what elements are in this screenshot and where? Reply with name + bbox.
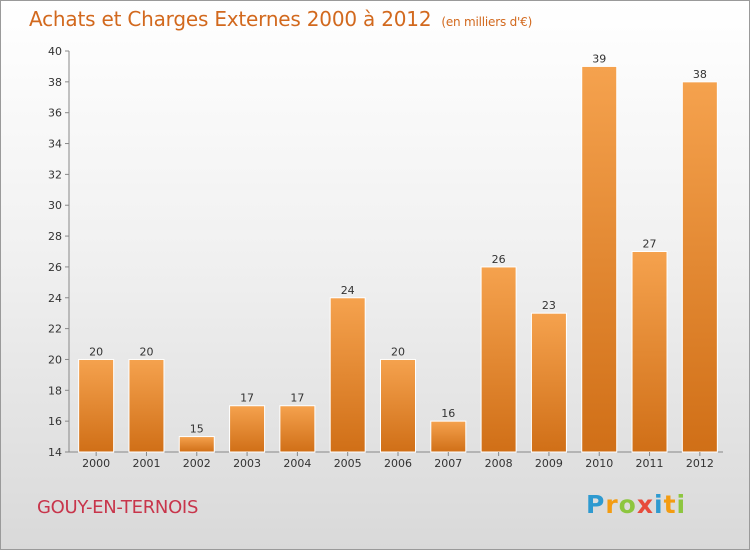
bar <box>128 358 165 453</box>
bar <box>581 65 618 453</box>
x-tick-label: 2011 <box>636 457 664 470</box>
bar-value-label: 15 <box>190 423 204 436</box>
bar-value-label: 24 <box>341 284 355 297</box>
bar <box>530 312 567 453</box>
bar <box>681 81 718 453</box>
y-tick-label: 26 <box>48 261 62 274</box>
bar-value-label: 20 <box>139 345 153 358</box>
y-tick-label: 30 <box>48 199 62 212</box>
bar-value-label: 16 <box>441 407 455 420</box>
bar-value-label: 26 <box>492 253 506 266</box>
y-tick-label: 34 <box>48 138 62 151</box>
x-tick-label: 2005 <box>334 457 362 470</box>
logo-letter: o <box>618 490 637 519</box>
bar <box>78 358 115 453</box>
bar <box>631 251 668 453</box>
y-tick-label: 16 <box>48 415 62 428</box>
y-tick-label: 40 <box>48 45 62 58</box>
x-tick-label: 2008 <box>485 457 513 470</box>
bar-value-label: 17 <box>290 392 304 405</box>
logo-letter: r <box>605 490 619 519</box>
proxiti-logo: Proxiti <box>586 490 686 519</box>
logo-letter: t <box>663 490 677 519</box>
commune-name: GOUY-EN-TERNOIS <box>37 497 199 518</box>
logo-letter: i <box>676 490 687 519</box>
y-tick-label: 24 <box>48 292 62 305</box>
bar-value-label: 17 <box>240 392 254 405</box>
x-tick-label: 2007 <box>434 457 462 470</box>
y-tick-label: 36 <box>48 107 62 120</box>
y-tick-label: 28 <box>48 230 62 243</box>
chart-title-text: Achats et Charges Externes 2000 à 2012 <box>29 7 432 31</box>
logo-letter: x <box>636 490 654 519</box>
bar <box>480 266 517 453</box>
bar-value-label: 38 <box>693 68 707 81</box>
y-tick-label: 32 <box>48 168 62 181</box>
bar <box>380 358 416 453</box>
bar-value-label: 39 <box>592 52 606 65</box>
y-tick-label: 14 <box>48 446 62 459</box>
bar <box>430 420 467 453</box>
bar-value-label: 20 <box>391 345 405 358</box>
bar <box>279 405 316 453</box>
y-tick-label: 18 <box>48 384 62 397</box>
x-tick-label: 2002 <box>183 457 211 470</box>
chart-title: Achats et Charges Externes 2000 à 2012 (e… <box>29 7 532 31</box>
bar <box>229 405 266 453</box>
x-tick-label: 2006 <box>384 457 412 470</box>
x-tick-label: 2009 <box>535 457 563 470</box>
x-tick-label: 2012 <box>686 457 714 470</box>
bar-value-label: 27 <box>643 238 657 251</box>
x-tick-label: 2003 <box>233 457 261 470</box>
y-tick-label: 22 <box>48 323 62 336</box>
bar <box>178 436 215 453</box>
y-tick-label: 38 <box>48 76 62 89</box>
logo-letter: i <box>654 490 664 519</box>
chart-subtitle: (en milliers d'€) <box>441 15 533 29</box>
bar-value-label: 23 <box>542 299 556 312</box>
bar-value-label: 20 <box>89 345 103 358</box>
bar <box>329 297 366 453</box>
x-tick-label: 2000 <box>82 457 110 470</box>
x-tick-label: 2001 <box>132 457 160 470</box>
x-tick-label: 2004 <box>283 457 311 470</box>
y-tick-label: 20 <box>48 353 62 366</box>
x-tick-label: 2010 <box>585 457 613 470</box>
logo-letter: P <box>586 490 606 519</box>
